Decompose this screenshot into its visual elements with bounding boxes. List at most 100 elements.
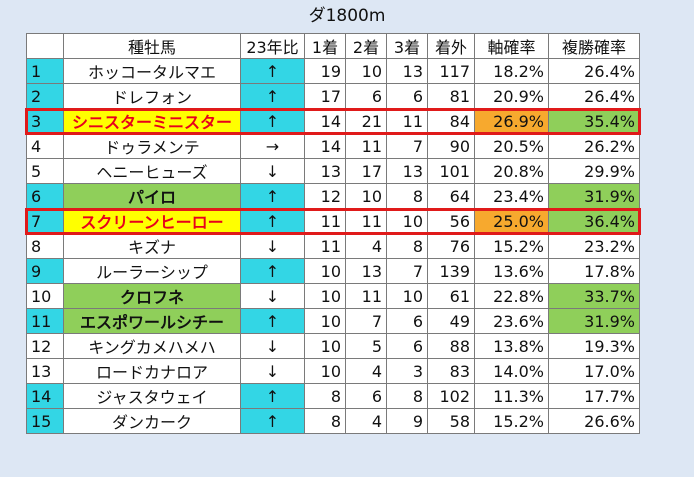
axis-rate-cell: 23.6% — [474, 308, 549, 334]
sire-name-cell: ドゥラメンテ — [63, 133, 241, 159]
second-count-cell: 21 — [345, 108, 387, 134]
rank-cell: 8 — [26, 233, 64, 259]
sire-name-cell: ダンカーク — [63, 408, 241, 434]
trend-arrow-cell: ↑ — [240, 258, 305, 284]
rank-cell: 7 — [26, 208, 64, 234]
third-count-cell: 8 — [386, 233, 428, 259]
first-count-cell: 10 — [304, 358, 346, 384]
sire-name-cell: エスポワールシチー — [63, 308, 241, 334]
table-row: 10 クロフネ ↓ 10 11 10 61 22.8% 33.7% — [26, 283, 640, 309]
sire-name-cell: キングカメハメハ — [63, 333, 241, 359]
unplaced-count-cell: 84 — [427, 108, 475, 134]
rank-cell: 6 — [26, 183, 64, 209]
second-count-cell: 6 — [345, 383, 387, 409]
header-sire: 種牡馬 — [63, 33, 241, 59]
trend-arrow-cell: ↑ — [240, 208, 305, 234]
second-count-cell: 11 — [345, 133, 387, 159]
show-rate-cell: 23.2% — [548, 233, 640, 259]
first-count-cell: 10 — [304, 258, 346, 284]
axis-rate-cell: 20.9% — [474, 83, 549, 109]
table-row: 13 ロードカナロア ↓ 10 4 3 83 14.0% 17.0% — [26, 358, 640, 384]
sire-name-cell: スクリーンヒーロー — [63, 208, 241, 234]
table-row: 12 キングカメハメハ ↓ 10 5 6 88 13.8% 19.3% — [26, 333, 640, 359]
second-count-cell: 13 — [345, 258, 387, 284]
first-count-cell: 17 — [304, 83, 346, 109]
show-rate-cell: 26.6% — [548, 408, 640, 434]
sire-name-cell: ルーラーシップ — [63, 258, 241, 284]
axis-rate-cell: 26.9% — [474, 108, 549, 134]
trend-arrow-cell: ↓ — [240, 283, 305, 309]
third-count-cell: 7 — [386, 133, 428, 159]
axis-rate-cell: 15.2% — [474, 408, 549, 434]
header-row: 種牡馬 23年比 1着 2着 3着 着外 軸確率 複勝確率 — [26, 33, 640, 59]
third-count-cell: 8 — [386, 383, 428, 409]
unplaced-count-cell: 102 — [427, 383, 475, 409]
first-count-cell: 13 — [304, 158, 346, 184]
trend-arrow-cell: ↑ — [240, 83, 305, 109]
show-rate-cell: 36.4% — [548, 208, 640, 234]
third-count-cell: 6 — [386, 308, 428, 334]
rank-cell: 10 — [26, 283, 64, 309]
show-rate-cell: 17.8% — [548, 258, 640, 284]
axis-rate-cell: 23.4% — [474, 183, 549, 209]
unplaced-count-cell: 49 — [427, 308, 475, 334]
header-first: 1着 — [304, 33, 346, 59]
rank-cell: 3 — [26, 108, 64, 134]
show-rate-cell: 17.0% — [548, 358, 640, 384]
sire-name-cell: キズナ — [63, 233, 241, 259]
show-rate-cell: 26.2% — [548, 133, 640, 159]
unplaced-count-cell: 56 — [427, 208, 475, 234]
unplaced-count-cell: 83 — [427, 358, 475, 384]
show-rate-cell: 17.7% — [548, 383, 640, 409]
rank-cell: 5 — [26, 158, 64, 184]
table-row: 3 シニスターミニスター ↑ 14 21 11 84 26.9% 35.4% — [26, 108, 640, 134]
table-title: ダ1800m — [308, 6, 386, 26]
table-row: 1 ホッコータルマエ ↑ 19 10 13 117 18.2% 26.4% — [26, 58, 640, 84]
first-count-cell: 10 — [304, 333, 346, 359]
show-rate-cell: 33.7% — [548, 283, 640, 309]
trend-arrow-cell: ↓ — [240, 158, 305, 184]
first-count-cell: 10 — [304, 308, 346, 334]
rank-cell: 2 — [26, 83, 64, 109]
second-count-cell: 17 — [345, 158, 387, 184]
third-count-cell: 11 — [386, 108, 428, 134]
third-count-cell: 9 — [386, 408, 428, 434]
header-rank — [26, 33, 64, 59]
trend-arrow-cell: ↑ — [240, 383, 305, 409]
sire-name-cell: ロードカナロア — [63, 358, 241, 384]
sire-name-cell: ジャスタウェイ — [63, 383, 241, 409]
table-row: 4 ドゥラメンテ → 14 11 7 90 20.5% 26.2% — [26, 133, 640, 159]
rank-cell: 4 — [26, 133, 64, 159]
rank-cell: 1 — [26, 58, 64, 84]
first-count-cell: 8 — [304, 383, 346, 409]
show-rate-cell: 29.9% — [548, 158, 640, 184]
trend-arrow-cell: ↑ — [240, 108, 305, 134]
third-count-cell: 6 — [386, 333, 428, 359]
axis-rate-cell: 13.6% — [474, 258, 549, 284]
header-third: 3着 — [386, 33, 428, 59]
trend-arrow-cell: → — [240, 133, 305, 159]
axis-rate-cell: 13.8% — [474, 333, 549, 359]
header-unplaced: 着外 — [427, 33, 475, 59]
second-count-cell: 11 — [345, 208, 387, 234]
sire-stats-table: 種牡馬 23年比 1着 2着 3着 着外 軸確率 複勝確率 1 ホッコータルマエ ↑… — [26, 33, 640, 434]
header-show-rate: 複勝確率 — [548, 33, 640, 59]
first-count-cell: 10 — [304, 283, 346, 309]
second-count-cell: 5 — [345, 333, 387, 359]
show-rate-cell: 35.4% — [548, 108, 640, 134]
axis-rate-cell: 20.8% — [474, 158, 549, 184]
table-row: 5 ヘニーヒューズ ↓ 13 17 13 101 20.8% 29.9% — [26, 158, 640, 184]
axis-rate-cell: 18.2% — [474, 58, 549, 84]
first-count-cell: 14 — [304, 108, 346, 134]
unplaced-count-cell: 101 — [427, 158, 475, 184]
show-rate-cell: 26.4% — [548, 58, 640, 84]
rank-cell: 14 — [26, 383, 64, 409]
sire-name-cell: ホッコータルマエ — [63, 58, 241, 84]
second-count-cell: 10 — [345, 183, 387, 209]
second-count-cell: 11 — [345, 283, 387, 309]
unplaced-count-cell: 81 — [427, 83, 475, 109]
first-count-cell: 19 — [304, 58, 346, 84]
axis-rate-cell: 22.8% — [474, 283, 549, 309]
first-count-cell: 14 — [304, 133, 346, 159]
axis-rate-cell: 14.0% — [474, 358, 549, 384]
